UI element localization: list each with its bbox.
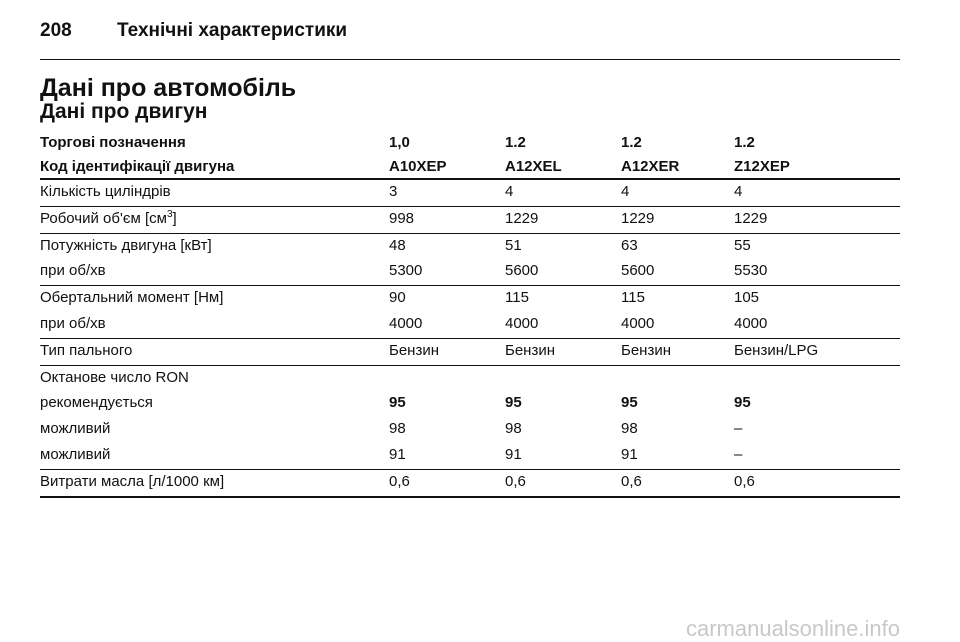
table-cell: 3 [389, 183, 398, 200]
table-cell: 4000 [389, 315, 423, 332]
table-cell: 4000 [621, 315, 655, 332]
table-cell: 1.2 [505, 134, 526, 151]
table-cell: 91 [621, 446, 638, 463]
table-cell: Кількість циліндрів [40, 183, 171, 200]
table-cell: Z12XEP [734, 158, 790, 175]
table-cell: Тип пального [40, 341, 133, 359]
table-cell: при об/хв [40, 315, 106, 332]
table-cell: Октанове число RON [40, 368, 189, 386]
table-rule-thick [40, 178, 900, 180]
table-cell: 4000 [505, 315, 539, 332]
table-cell: 91 [505, 446, 522, 463]
table-cell: 51 [505, 236, 522, 254]
table-cell: 95 [505, 394, 522, 412]
table-cell: Бензин/LPG [734, 341, 819, 359]
subsection-title: Дані про двигун [40, 100, 208, 123]
table-rule [40, 206, 900, 207]
table-cell: 63 [621, 236, 638, 254]
table-cell: 105 [734, 289, 760, 307]
table-cell: 48 [389, 236, 406, 254]
table-cell: 0,6 [505, 472, 526, 490]
table-rule-thick [40, 496, 900, 498]
watermark: carmanualsonline.info [685, 616, 900, 641]
table-cell: 998 [389, 209, 415, 227]
table-cell: Робочий об'єм [см3] [40, 208, 177, 228]
table-cell: 1229 [505, 209, 539, 227]
table-cell: 55 [734, 236, 751, 254]
table-cell: A10XEP [389, 158, 447, 175]
table-cell: Код ідентифікації двигуна [40, 158, 235, 175]
table-cell: 1229 [621, 209, 655, 227]
table-cell: 4 [621, 183, 630, 200]
header-rule [40, 59, 900, 60]
header-title: Технічні характеристики [117, 20, 348, 41]
table-rule [40, 338, 900, 339]
table-cell: 115 [505, 289, 529, 307]
cell-text: ] [172, 209, 177, 227]
page-number: 208 [40, 20, 72, 41]
table-cell: 1,0 [389, 134, 410, 151]
table-cell: 98 [389, 420, 406, 438]
table-cell: A12XEL [505, 158, 562, 175]
table-cell: A12XER [621, 158, 680, 175]
table-cell: 5300 [389, 262, 423, 280]
table-cell: при об/хв [40, 262, 106, 280]
table-cell: 98 [505, 420, 522, 438]
table-cell: рекомендується [40, 394, 153, 412]
table-cell: 115 [621, 289, 645, 307]
table-cell: Бензин [621, 341, 672, 359]
table-cell: Витрати масла [л/1000 км] [40, 472, 225, 490]
table-cell: можливий [40, 446, 111, 463]
table-cell: – [734, 420, 743, 438]
table-cell: 4000 [734, 315, 768, 332]
table-cell: Бензин [505, 341, 556, 359]
table-rule [40, 233, 900, 234]
table-cell: Бензин [389, 341, 440, 359]
table-cell: 5530 [734, 262, 768, 280]
cell-text: Робочий об'єм [см [40, 209, 167, 227]
table-rule [40, 469, 900, 470]
table-cell: Обертальний момент [Нм] [40, 289, 224, 307]
superscript: 3 [166, 208, 173, 220]
table-cell: 0,6 [734, 472, 755, 490]
table-rule [40, 285, 900, 286]
table-cell: 4 [505, 183, 514, 200]
table-cell: 95 [621, 394, 638, 412]
table-cell: 1229 [734, 209, 768, 227]
table-cell: 5600 [621, 262, 655, 280]
table-cell: 95 [734, 394, 751, 412]
table-cell: Потужність двигуна [кВт] [40, 236, 212, 254]
table-rule [40, 365, 900, 366]
table-cell: – [734, 446, 743, 463]
table-cell: 90 [389, 289, 406, 307]
table-cell: 5600 [505, 262, 539, 280]
table-cell: 91 [389, 446, 406, 463]
table-cell: 0,6 [389, 472, 410, 490]
table-cell: 1.2 [621, 134, 642, 151]
table-cell: Торгові позначення [40, 134, 186, 151]
table-cell: 4 [734, 183, 743, 200]
table-cell: 1.2 [734, 134, 755, 151]
table-cell: 98 [621, 420, 638, 438]
table-cell: 0,6 [621, 472, 642, 490]
section-title: Дані про автомобіль [40, 74, 297, 102]
table-cell: 95 [389, 394, 406, 412]
table-cell: можливий [40, 420, 111, 438]
